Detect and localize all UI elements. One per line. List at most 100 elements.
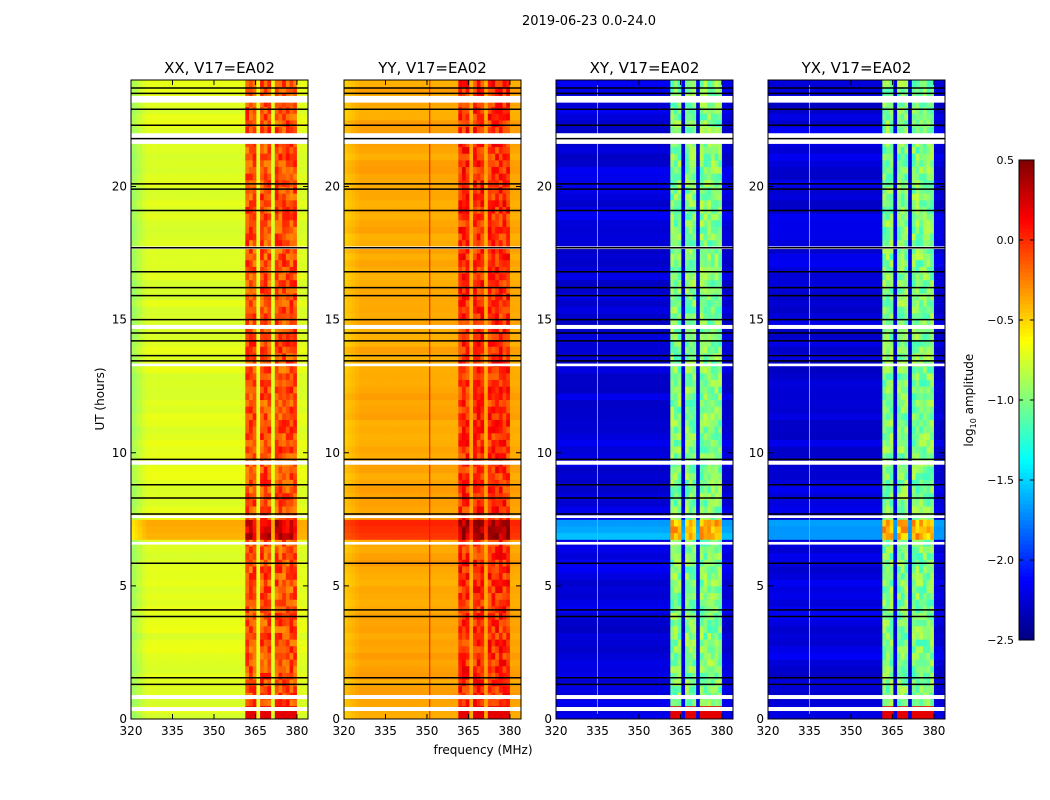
- heatmap-cell: [293, 239, 298, 247]
- heatmap-cell: [145, 426, 150, 434]
- heatmap-cell: [131, 146, 136, 154]
- heatmap-cell: [167, 319, 173, 327]
- heatmap-cell: [171, 446, 176, 454]
- heatmap-cell: [260, 492, 265, 500]
- heatmap-cell: [175, 326, 180, 334]
- heatmap-cell: [282, 452, 287, 460]
- heatmap-cell: [278, 166, 283, 174]
- heatmap-cell: [215, 199, 220, 207]
- heatmap-cell: [156, 193, 161, 201]
- heatmap-cell: [171, 399, 176, 407]
- heatmap-cell: [186, 499, 191, 507]
- heatmap-cell: [256, 173, 261, 181]
- heatmap-cell: [256, 452, 261, 460]
- heatmap-cell: [160, 632, 165, 640]
- heatmap-cell: [175, 119, 180, 128]
- heatmap-cell: [304, 645, 309, 653]
- heatmap-cell: [156, 665, 161, 673]
- heatmap-cell: [439, 685, 445, 693]
- heatmap-cell: [197, 472, 202, 480]
- heatmap-cell: [204, 585, 209, 594]
- heatmap-cell: [201, 239, 206, 247]
- heatmap-cell: [204, 552, 209, 560]
- heatmap-cell: [131, 506, 136, 514]
- heatmap-cell: [171, 665, 176, 673]
- heatmap-cell: [458, 679, 463, 687]
- heatmap-cell: [153, 486, 158, 494]
- heatmap-cell: [237, 159, 243, 168]
- heatmap-cell: [208, 146, 213, 154]
- heatmap-cell: [197, 106, 202, 114]
- heatmap-cell: [197, 679, 202, 687]
- figure-title: 2019-06-23 0.0-24.0: [522, 14, 656, 29]
- heatmap-cell: [190, 80, 195, 88]
- heatmap-cell: [149, 326, 154, 334]
- heatmap-cell: [167, 659, 173, 667]
- heatmap-cell: [267, 379, 272, 387]
- heatmap-cell: [164, 273, 169, 281]
- heatmap-cell: [201, 625, 206, 633]
- heatmap-cell: [175, 699, 180, 707]
- heatmap-cell: [142, 679, 147, 687]
- heatmap-cell: [465, 699, 470, 707]
- heatmap-cell: [241, 545, 246, 554]
- heatmap-cell: [204, 233, 209, 241]
- heatmap-cell: [178, 652, 184, 660]
- heatmap-cell: [252, 332, 257, 341]
- heatmap-cell: [219, 286, 224, 294]
- heatmap-cell: [204, 572, 209, 580]
- heatmap-cell: [160, 233, 165, 241]
- heatmap-cell: [223, 379, 228, 387]
- heatmap-cell: [223, 672, 228, 680]
- heatmap-cell: [267, 106, 272, 114]
- heatmap-cell: [219, 159, 224, 168]
- heatmap-cell: [208, 392, 213, 400]
- heatmap-cell: [204, 392, 209, 400]
- heatmap-cell: [260, 119, 265, 128]
- heatmap-cell: [219, 299, 224, 307]
- heatmap-cell: [156, 166, 161, 174]
- heatmap-cell: [156, 186, 161, 194]
- heatmap-cell: [300, 233, 305, 241]
- heatmap-cell: [285, 339, 291, 347]
- heatmap-cell: [208, 80, 213, 88]
- heatmap-cell: [145, 166, 150, 174]
- heatmap-cell: [219, 665, 224, 673]
- heatmap-cell: [377, 685, 382, 693]
- heatmap-cell: [182, 306, 187, 314]
- heatmap-cell: [219, 572, 224, 580]
- heatmap-cell: [249, 599, 254, 607]
- heatmap-cell: [373, 699, 378, 707]
- heatmap-cell: [296, 352, 302, 361]
- heatmap-cell: [267, 486, 272, 494]
- heatmap-cell: [300, 639, 305, 647]
- heatmap-cell: [260, 293, 265, 301]
- heatmap-cell: [252, 619, 257, 627]
- heatmap-cell: [178, 266, 184, 274]
- heatmap-cell: [175, 372, 180, 381]
- heatmap-cell: [212, 506, 217, 514]
- heatmap-cell: [278, 452, 283, 460]
- heatmap-cell: [274, 446, 279, 454]
- heatmap-cell: [274, 519, 279, 527]
- heatmap-cell: [149, 419, 154, 427]
- heatmap-cell: [304, 332, 309, 341]
- heatmap-cell: [241, 146, 246, 154]
- heatmap-cell: [256, 326, 261, 334]
- heatmap-cell: [182, 293, 187, 301]
- heatmap-cell: [193, 332, 198, 341]
- heatmap-cell: [182, 246, 187, 254]
- heatmap-cell: [175, 665, 180, 673]
- heatmap-cell: [245, 359, 250, 367]
- heatmap-cell: [186, 519, 191, 527]
- heatmap-cell: [237, 585, 243, 594]
- heatmap-cell: [289, 519, 294, 527]
- heatmap-cell: [134, 699, 139, 707]
- heatmap-cell: [234, 599, 239, 607]
- heatmap-cell: [167, 359, 173, 367]
- heatmap-cell: [263, 159, 268, 168]
- heatmap-cell: [193, 372, 198, 381]
- heatmap-cell: [226, 106, 232, 114]
- heatmap-cell: [197, 439, 202, 447]
- heatmap-cell: [215, 532, 220, 540]
